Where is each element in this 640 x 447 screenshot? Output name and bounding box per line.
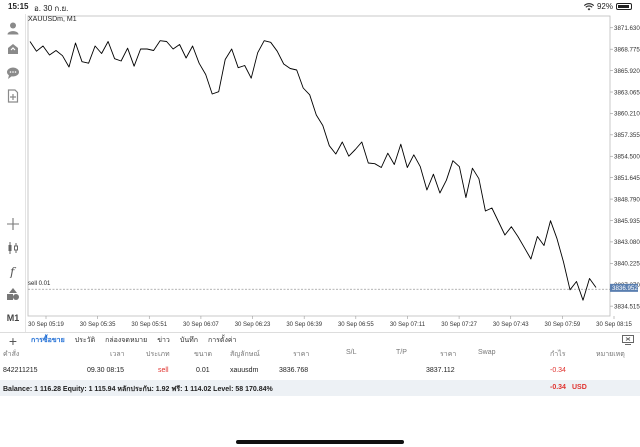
tab-mailbox[interactable]: กล่องจดหมาย bbox=[105, 337, 148, 344]
price-tick-label: 3860.210 bbox=[614, 111, 640, 118]
price-tick-label: 3857.355 bbox=[614, 132, 640, 139]
order-id: 842211215 bbox=[3, 367, 38, 374]
new-order-button[interactable]: + bbox=[8, 332, 18, 349]
wifi-icon bbox=[583, 2, 594, 10]
orders-table-header: คำสั่ง เวลา ประเภท ขนาด สัญลักษณ์ ราคา S… bbox=[0, 349, 640, 361]
time-tick-label: 30 Sep 07:11 bbox=[390, 322, 426, 328]
price-tick-label: 3845.935 bbox=[614, 218, 640, 225]
timeframe-label: M1 bbox=[6, 313, 20, 323]
col-price: ราคา bbox=[293, 351, 310, 358]
price-tick-label: 3854.500 bbox=[614, 154, 640, 161]
chart-frame bbox=[27, 15, 611, 317]
sell-order-label: sell 0.01 bbox=[28, 281, 51, 288]
status-right: 92% bbox=[583, 2, 632, 11]
bottom-tabs: + การซื้อขาย ประวัติ กล่องจดหมาย ข่าว บั… bbox=[0, 332, 640, 348]
time-tick-label: 30 Sep 06:23 bbox=[235, 322, 271, 328]
objects-icon[interactable] bbox=[5, 286, 21, 302]
total-profit: -0.34 bbox=[550, 384, 566, 391]
tab-trade[interactable]: การซื้อขาย bbox=[31, 337, 65, 344]
col-symbol: สัญลักษณ์ bbox=[230, 351, 260, 358]
account-summary-text: Balance: 1 116.28 Equity: 1 115.94 หลักป… bbox=[3, 386, 273, 393]
status-bar: 15:15 อ. 30 ก.ย. 92% bbox=[0, 0, 640, 14]
chart-area[interactable]: 3871.630 3868.775 3865.920 3863.065 3860.210… bbox=[26, 14, 640, 332]
account-summary-bar: Balance: 1 116.28 Equity: 1 115.94 หลักป… bbox=[0, 380, 640, 396]
time-tick-label: 30 Sep 06:07 bbox=[183, 322, 219, 328]
tab-journal[interactable]: บันทึก bbox=[179, 337, 198, 344]
left-toolbar: f M1 bbox=[0, 14, 26, 332]
function-icon[interactable]: f bbox=[5, 263, 21, 279]
order-time: 09.30 08:15 bbox=[87, 367, 124, 374]
account-currency: USD bbox=[572, 384, 587, 391]
table-row[interactable]: 842211215 09.30 08:15 sell 0.01 xauusdm … bbox=[0, 367, 640, 379]
price-tick-label: 3865.920 bbox=[614, 68, 640, 75]
timeframe-button[interactable]: M1 bbox=[5, 310, 21, 326]
time-tick-label: 30 Sep 07:43 bbox=[493, 322, 529, 328]
price-tick-label: 3863.065 bbox=[614, 89, 640, 96]
chat-icon[interactable] bbox=[5, 65, 21, 81]
price-tick-label: 3834.515 bbox=[614, 303, 640, 310]
current-price-label: 3836.952 bbox=[612, 285, 638, 292]
col-swap: Swap bbox=[478, 349, 496, 356]
col-time: เวลา bbox=[110, 351, 125, 358]
current-price-tag bbox=[610, 283, 638, 292]
tab-settings[interactable]: การตั้งค่า bbox=[207, 337, 237, 344]
order-volume: 0.01 bbox=[196, 367, 210, 374]
col-type: ประเภท bbox=[146, 351, 170, 358]
status-time: 15:15 bbox=[8, 2, 29, 11]
col-volume: ขนาด bbox=[194, 351, 213, 358]
col-comment: หมายเหตุ bbox=[596, 351, 625, 358]
time-tick-label: 30 Sep 05:51 bbox=[131, 322, 167, 328]
close-all-icon[interactable] bbox=[622, 335, 634, 345]
time-tick-label: 30 Sep 05:35 bbox=[80, 322, 116, 328]
time-tick-label: 30 Sep 07:27 bbox=[441, 322, 477, 328]
time-tick-label: 30 Sep 05:19 bbox=[28, 322, 64, 328]
col-tp: T/P bbox=[396, 349, 407, 356]
price-chart[interactable]: 3871.630 3868.775 3865.920 3863.065 3860.210… bbox=[26, 14, 640, 332]
tab-history[interactable]: ประวัติ bbox=[74, 337, 96, 344]
battery-percent: 92% bbox=[596, 2, 613, 11]
candlestick-icon[interactable] bbox=[5, 240, 21, 256]
order-current-price: 3837.112 bbox=[426, 367, 455, 374]
price-tick-label: 3868.775 bbox=[614, 46, 640, 53]
price-tick-label: 3843.080 bbox=[614, 239, 640, 246]
time-tick-label: 30 Sep 08:15 bbox=[596, 322, 632, 328]
time-tick-label: 30 Sep 06:39 bbox=[286, 322, 322, 328]
col-profit: กำไร bbox=[550, 351, 566, 358]
crosshair-icon[interactable] bbox=[5, 216, 21, 232]
order-open-price: 3836.768 bbox=[279, 367, 309, 374]
add-document-icon[interactable] bbox=[5, 88, 21, 104]
time-tick-label: 30 Sep 07:59 bbox=[545, 322, 581, 328]
battery-icon bbox=[616, 3, 632, 10]
price-tick-label: 3840.225 bbox=[614, 261, 640, 268]
order-type: sell bbox=[158, 367, 169, 374]
col-order: คำสั่ง bbox=[3, 351, 20, 358]
status-date: อ. 30 ก.ย. bbox=[34, 4, 69, 13]
svg-text:f: f bbox=[9, 265, 17, 278]
price-line-series bbox=[29, 40, 597, 301]
time-tick-label: 30 Sep 06:55 bbox=[338, 322, 374, 328]
chart-symbol-label: XAUUSDm, M1 bbox=[28, 16, 77, 23]
col-current-price: ราคา bbox=[440, 351, 457, 358]
col-sl: S/L bbox=[346, 349, 357, 356]
order-profit: -0.34 bbox=[550, 367, 566, 374]
price-tick-label: 3851.645 bbox=[614, 175, 640, 182]
user-icon[interactable] bbox=[5, 20, 21, 36]
tab-news[interactable]: ข่าว bbox=[157, 337, 170, 344]
price-tick-label: 3848.790 bbox=[614, 196, 640, 203]
home-indicator[interactable] bbox=[236, 440, 404, 444]
order-symbol: xauusdm bbox=[230, 367, 259, 374]
trade-icon[interactable] bbox=[5, 41, 21, 57]
price-tick-label: 3871.630 bbox=[614, 25, 640, 32]
